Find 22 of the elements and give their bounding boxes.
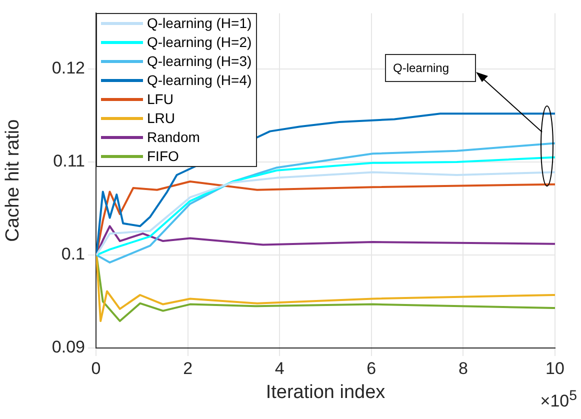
legend-label: Random [147,128,200,148]
legend-label: LRU [147,109,176,128]
x-tick-label: 8 [458,358,468,378]
legend-label: Q-learning (H=1) [147,14,252,34]
legend-label: Q-learning (H=3) [147,52,252,72]
y-tick-label: 0.11 [53,152,85,171]
x-tick-label: 0 [91,358,101,378]
legend-label: Q-learning (H=4) [147,71,252,90]
annotation: Q-learning [385,54,476,82]
legend-label: Q-learning (H=2) [147,33,252,52]
x-tick-label: 4 [274,358,284,378]
x-tick-label: 2 [183,358,193,378]
legend-label: FIFO [147,147,179,166]
y-axis-title: Cache hit ratio [2,119,24,242]
x-tick-label: 10 [546,358,564,378]
x-axis-title: Iteration index [266,382,386,403]
y-tick-label: 0.09 [52,338,85,357]
legend-label: LFU [147,90,174,110]
y-tick-label: 0.12 [52,58,85,78]
y-tick-label: 0.1 [61,244,85,264]
text: ×10$^{5}$ [540,388,577,412]
x-tick-label: 6 [366,358,376,378]
